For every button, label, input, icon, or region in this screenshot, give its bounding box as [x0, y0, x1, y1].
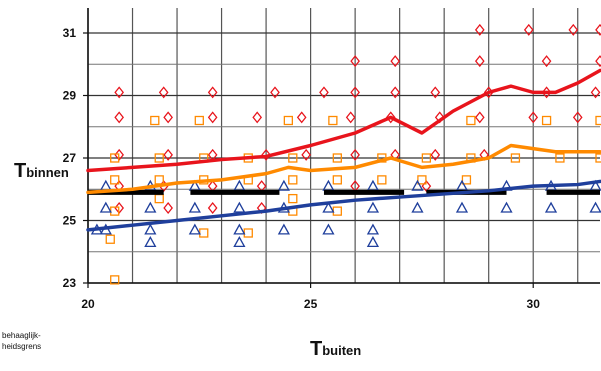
data-point-triangle	[366, 223, 380, 235]
data-point-triangle	[233, 201, 246, 213]
data-point-square	[421, 153, 432, 163]
data-point-diamond	[595, 23, 601, 36]
x-tick-label: 30	[527, 297, 541, 311]
data-point-square	[541, 115, 552, 126]
data-point-triangle	[366, 201, 380, 213]
x-tick-label: 20	[81, 297, 95, 311]
data-point-triangle	[366, 236, 380, 248]
data-point-diamond	[430, 86, 441, 99]
data-point-diamond	[158, 86, 169, 99]
data-point-diamond	[541, 55, 552, 68]
data-point-diamond	[114, 111, 124, 124]
data-point-triangle	[500, 201, 513, 213]
y-tick-label: 31	[63, 26, 77, 40]
data-point-diamond	[528, 111, 539, 124]
data-point-diamond	[207, 111, 218, 124]
note-line: behaaglijk-	[2, 331, 41, 340]
data-point-diamond	[474, 55, 485, 68]
data-point-square	[595, 153, 601, 163]
y-tick-label: 23	[63, 276, 77, 290]
data-point-square	[328, 115, 338, 126]
data-point-diamond	[572, 111, 583, 124]
data-point-diamond	[568, 23, 579, 36]
note-line: heidsgrens	[2, 342, 42, 351]
data-point-square	[110, 275, 120, 285]
data-point-square	[150, 115, 160, 126]
data-point-square	[288, 153, 298, 163]
data-point-triangle	[544, 201, 558, 213]
data-point-diamond	[207, 201, 218, 215]
series-line-triangle	[86, 179, 601, 232]
series-line-square	[86, 143, 601, 195]
data-point-triangle	[322, 201, 335, 213]
data-point-square	[194, 115, 204, 126]
data-point-triangle	[99, 201, 112, 213]
data-point-triangle	[188, 201, 201, 213]
data-point-diamond	[252, 111, 263, 124]
y-tick-label: 27	[63, 151, 77, 165]
data-point-triangle	[411, 201, 424, 213]
x-axis-title: Tbuiten	[310, 338, 362, 360]
data-point-diamond	[385, 111, 396, 124]
data-point-square	[461, 175, 472, 185]
data-point-diamond	[296, 111, 307, 124]
data-point-square	[466, 115, 476, 126]
comfort-limit-note: behaaglijk- heidsgrens	[2, 330, 41, 352]
data-point-diamond	[390, 86, 401, 99]
data-point-diamond	[350, 148, 360, 161]
data-point-square	[110, 153, 120, 163]
data-point-square	[283, 115, 293, 126]
data-point-diamond	[345, 111, 356, 124]
data-point-triangle	[233, 223, 246, 235]
data-point-triangle	[589, 201, 601, 213]
data-point-diamond	[261, 148, 271, 161]
data-point-square	[332, 153, 342, 163]
data-point-triangle	[277, 179, 291, 191]
data-point-diamond	[270, 86, 280, 99]
data-point-triangle	[188, 223, 201, 235]
data-point-diamond	[523, 23, 534, 36]
data-point-triangle	[144, 223, 157, 235]
data-point-triangle	[144, 236, 157, 248]
data-point-square	[288, 193, 298, 204]
data-point-diamond	[350, 55, 360, 68]
data-point-square	[154, 153, 164, 163]
data-point-diamond	[114, 86, 124, 99]
data-point-square	[377, 175, 387, 185]
data-point-diamond	[430, 148, 441, 161]
data-point-diamond	[390, 55, 401, 68]
data-point-square	[288, 175, 298, 185]
data-point-square	[332, 175, 342, 185]
data-point-diamond	[301, 148, 311, 161]
data-point-diamond	[319, 86, 329, 99]
data-point-triangle	[144, 201, 157, 213]
data-point-square	[417, 175, 427, 185]
data-point-diamond	[350, 86, 360, 99]
data-point-square	[105, 234, 115, 244]
data-point-diamond	[474, 23, 485, 36]
series-line-diamond	[86, 68, 601, 173]
y-tick-label: 29	[63, 89, 77, 103]
data-point-diamond	[474, 111, 485, 124]
data-point-square	[110, 175, 120, 185]
y-tick-label: 25	[63, 214, 77, 228]
data-point-triangle	[322, 223, 335, 235]
data-point-diamond	[163, 148, 173, 161]
y-axis-title: Tbinnen	[14, 160, 69, 182]
data-point-diamond	[590, 86, 601, 99]
data-point-triangle	[277, 223, 291, 235]
data-point-diamond	[595, 55, 601, 68]
data-point-diamond	[163, 111, 173, 124]
data-point-triangle	[233, 236, 246, 248]
data-point-square	[555, 153, 565, 163]
data-point-triangle	[455, 201, 469, 213]
x-tick-label: 25	[304, 297, 318, 311]
data-point-diamond	[163, 201, 173, 215]
data-point-square	[595, 115, 601, 126]
data-point-triangle	[411, 179, 424, 191]
data-point-square	[510, 153, 521, 163]
data-point-diamond	[207, 86, 218, 99]
